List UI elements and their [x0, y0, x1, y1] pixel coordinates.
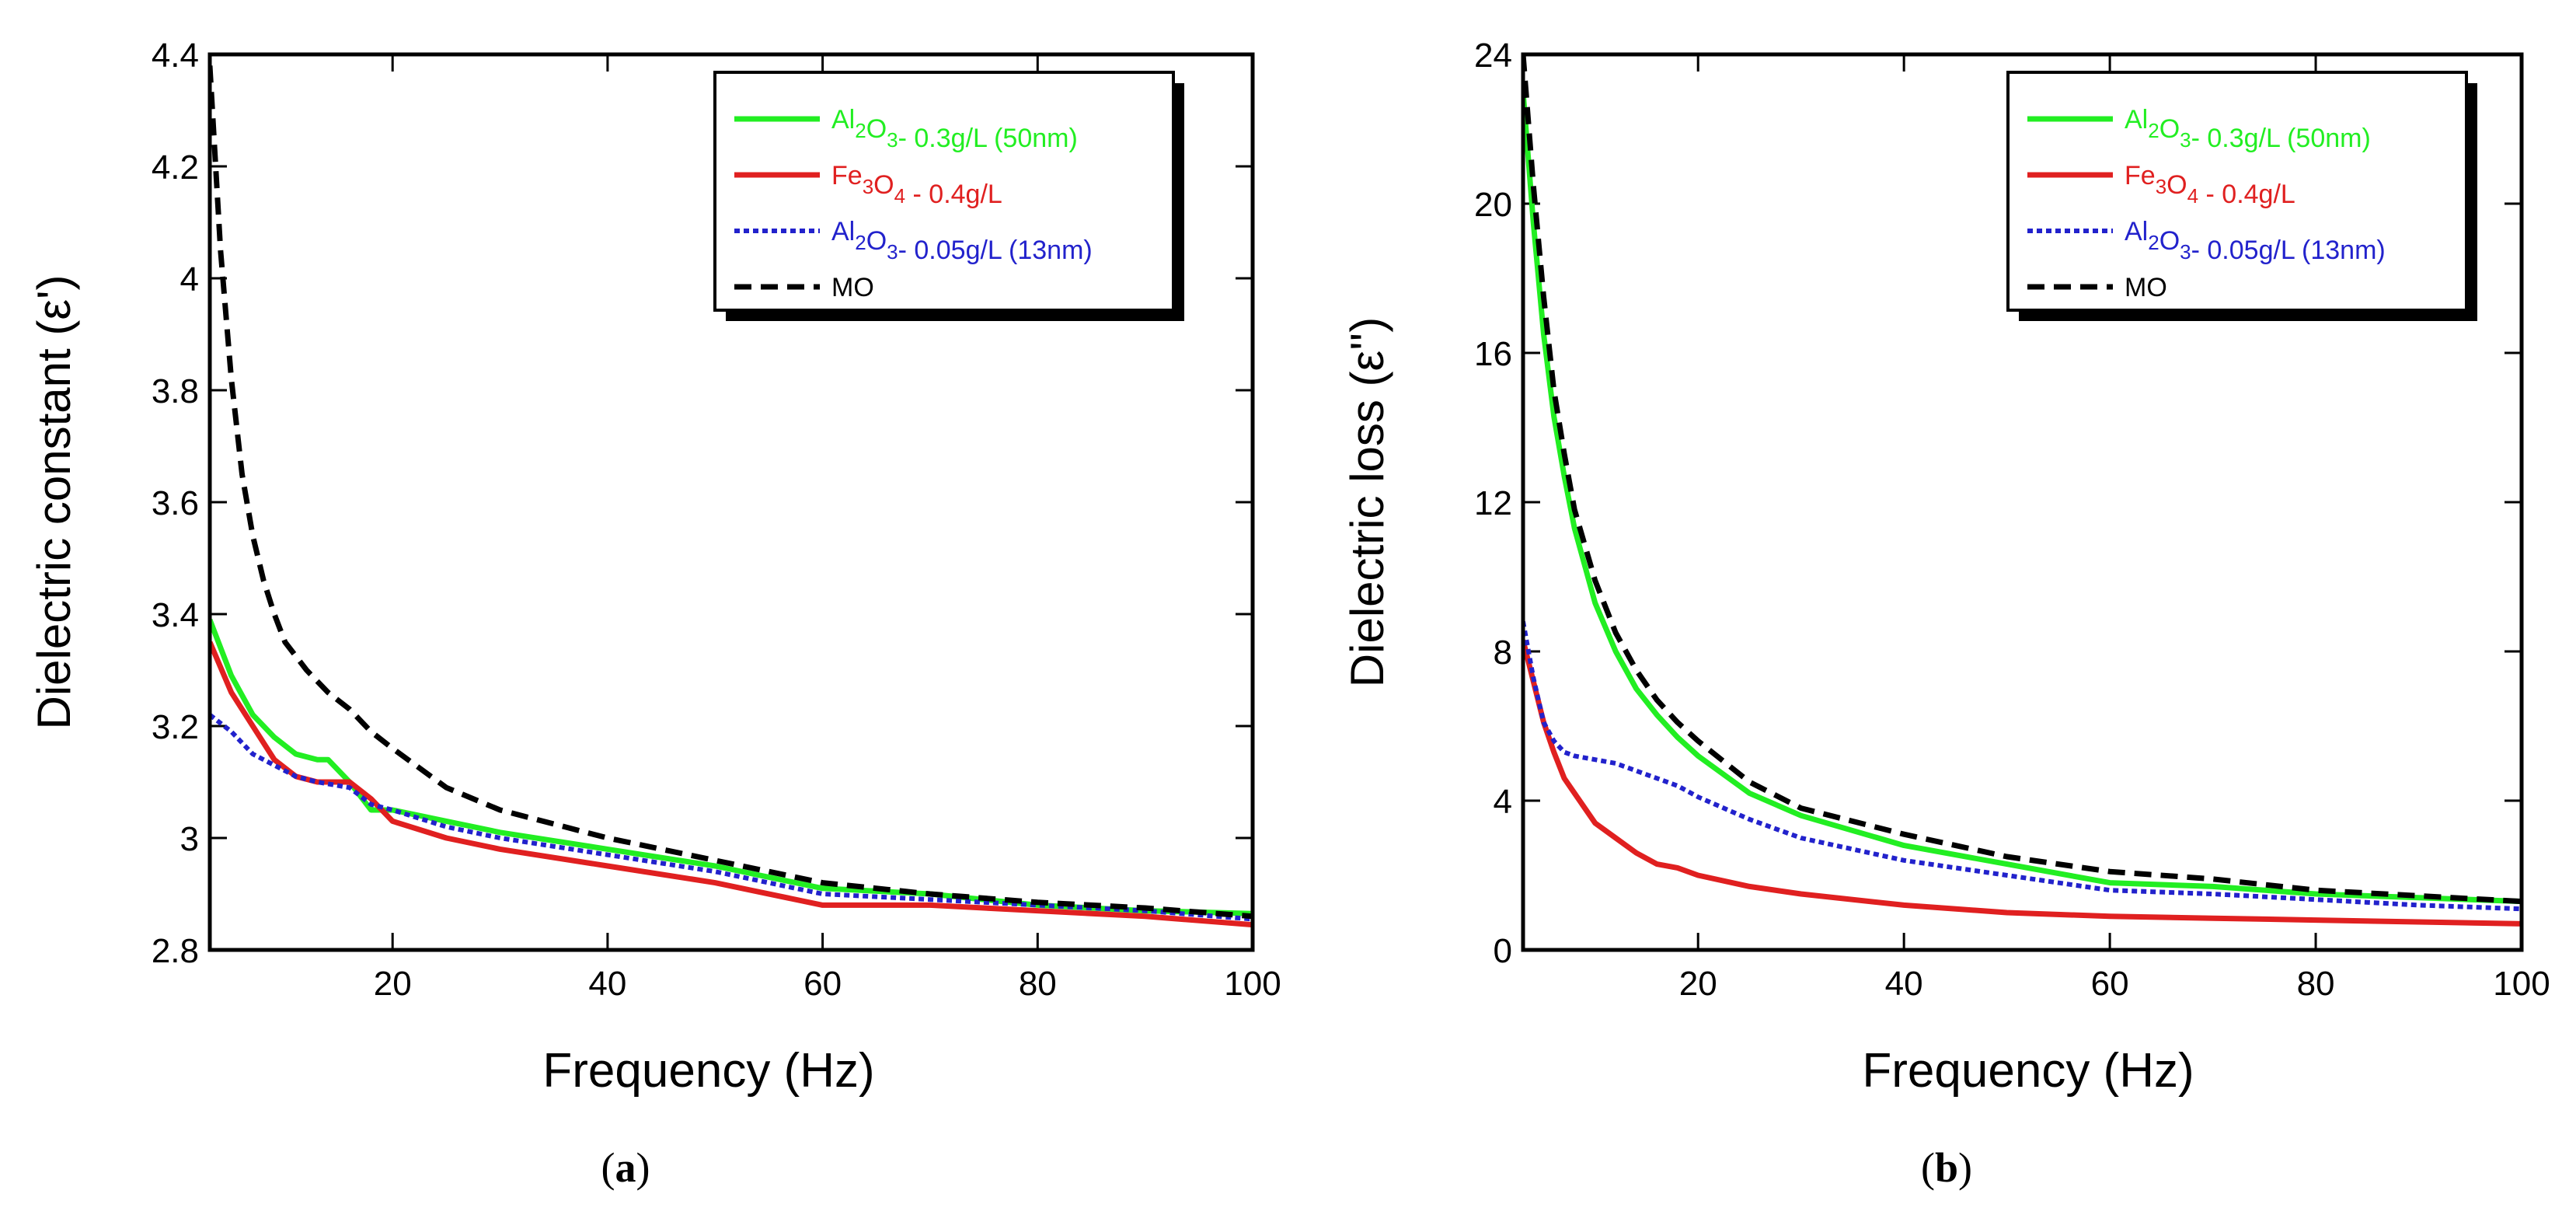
- panel-b-legend-label-3: MO: [2125, 273, 2167, 302]
- panel-a-legend-label-0: Al2O3- 0.3g/L (50nm): [831, 105, 1078, 153]
- panel-a-x-axis-label: Frequency (Hz): [542, 1044, 874, 1098]
- panel-b-x-tick-label: 100: [2493, 965, 2550, 1003]
- panel-b-y-tick-label: 8: [1494, 634, 1512, 672]
- panel-b-legend: Al2O3- 0.3g/L (50nm) Fe3O4 - 0.4g/L Al2O3-…: [2006, 71, 2477, 321]
- panel-a-y-tick-label: 4.4: [152, 37, 199, 75]
- panel-a-legend-label-1: Fe3O4 - 0.4g/L: [831, 161, 1002, 209]
- panel-a-y-tick-label: 4.2: [152, 148, 199, 187]
- panel-b-y-axis-label: Dielectric loss (ε''): [1341, 317, 1393, 687]
- panel-b-y-tick-label: 12: [1474, 484, 1512, 522]
- panel-b-x-tick-label: 40: [1885, 965, 1923, 1003]
- panel-b-y-tick-label: 16: [1474, 335, 1512, 373]
- panel-b-series-line-2: [1523, 621, 2522, 912]
- panel-b-series-line-3: [1523, 54, 2522, 905]
- panel-b-chart: 20 40 60 80 100 0 4 8 12 16 20 24 Al2O3- 0.3g/L (50…: [1341, 37, 2550, 1191]
- panel-a-series: [210, 65, 1253, 928]
- panel-a-grid: 20 40 60 80 100 2.8 3 3.2 3.4 3.6 3.8 4 4.2 4.4: [152, 37, 1281, 1003]
- panel-a-y-tick-label: 3.8: [152, 372, 199, 410]
- panel-a-y-tick-label: 3.6: [152, 484, 199, 522]
- panel-a-legend-box: [713, 71, 1175, 312]
- panel-a-chart: 20 40 60 80 100 2.8 3 3.2 3.4 3.6 3.8 4 4.2 4.4 Al2O3…: [28, 37, 1281, 1191]
- panel-b-x-tick-label: 20: [1679, 965, 1717, 1003]
- panel-a-y-axis-label: Dielectric constant (ε'): [28, 274, 80, 729]
- panel-b-legend-label-2: Al2O3- 0.05g/L (13nm): [2125, 217, 2386, 265]
- panel-a-y-tick-label: 3.2: [152, 708, 199, 746]
- panel-a-x-tick-label: 60: [803, 965, 842, 1003]
- panel-a-y-tick-label: 4: [180, 260, 199, 299]
- panel-b-series-line-0: [1523, 91, 2522, 905]
- panel-a-x-tick-label: 20: [374, 965, 412, 1003]
- panel-a-series-line-3: [210, 65, 1253, 920]
- panel-a-legend-label-3: MO: [831, 273, 874, 302]
- panel-b-series-line-1: [1523, 639, 2522, 927]
- panel-b-x-axis-label: Frequency (Hz): [1862, 1044, 2194, 1098]
- panel-a-series-line-1: [210, 641, 1253, 928]
- panel-b-legend-label-0: Al2O3- 0.3g/L (50nm): [2125, 105, 2371, 153]
- panel-a-plot-frame: [207, 52, 1255, 952]
- panel-a-x-tick-label: 100: [1224, 965, 1281, 1003]
- panel-a-y-tick-label: 2.8: [152, 932, 199, 970]
- panel-b-series: [1523, 54, 2522, 927]
- panel-b-plot-frame: [1521, 52, 2524, 952]
- panel-a-series-line-2: [210, 713, 1253, 922]
- panel-a-legend-label-2: Al2O3- 0.05g/L (13nm): [831, 217, 1093, 265]
- panel-a-y-tick-label: 3: [180, 820, 199, 858]
- panel-a-caption: (a): [601, 1144, 650, 1191]
- panel-b-legend-box: [2006, 71, 2468, 312]
- panel-b-y-tick-label: 0: [1494, 932, 1512, 970]
- panel-b-legend-label-1: Fe3O4 - 0.4g/L: [2125, 161, 2295, 209]
- panel-a-y-tick-label: 3.4: [152, 596, 199, 634]
- panel-a-x-tick-label: 80: [1019, 965, 1057, 1003]
- panel-a-x-tick-label: 40: [588, 965, 626, 1003]
- panel-b-caption: (b): [1921, 1144, 1972, 1191]
- panel-a-legend: Al2O3- 0.3g/L (50nm) Fe3O4 - 0.4g/L Al2O3-…: [713, 71, 1184, 321]
- panel-b-x-tick-label: 60: [2091, 965, 2129, 1003]
- panel-b-x-tick-label: 80: [2297, 965, 2335, 1003]
- panel-b-y-tick-label: 4: [1494, 783, 1512, 821]
- panel-b-y-tick-label: 20: [1474, 186, 1512, 224]
- panel-b-y-tick-label: 24: [1474, 37, 1512, 75]
